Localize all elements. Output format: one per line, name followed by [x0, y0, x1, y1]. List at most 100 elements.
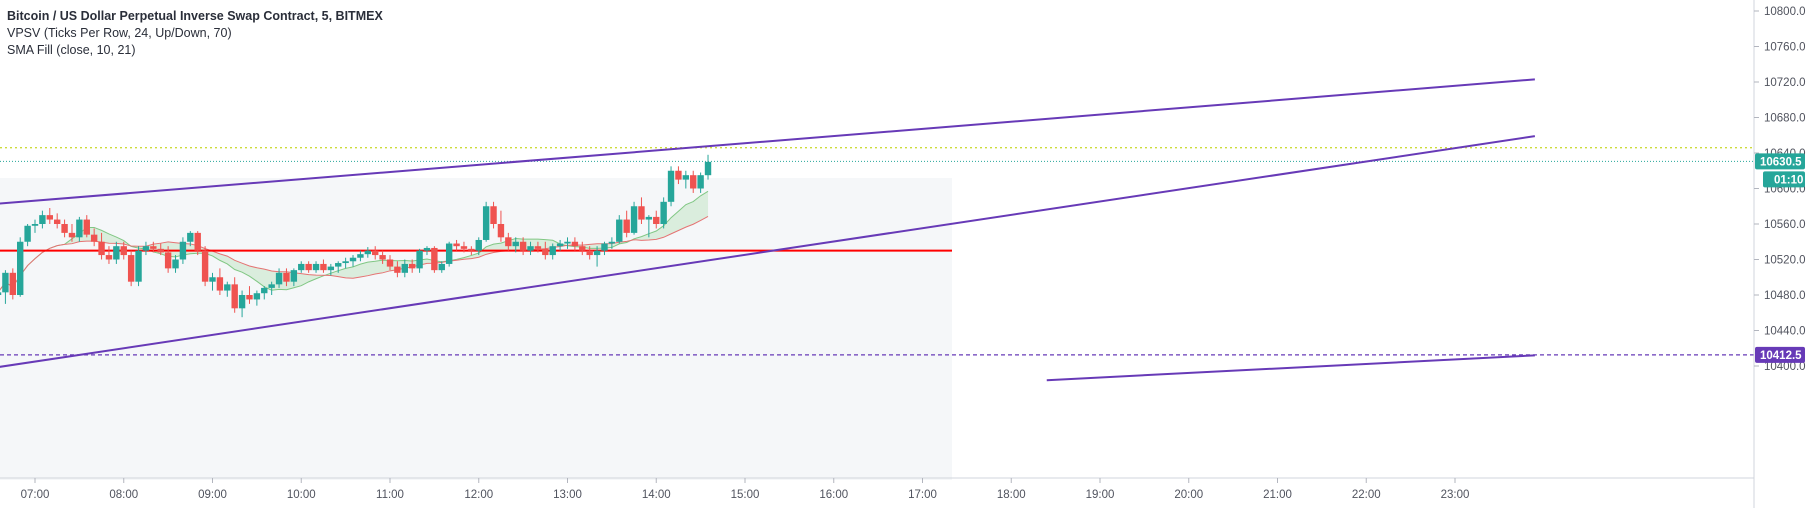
candle-down[interactable] — [98, 232, 105, 260]
candle-down[interactable] — [497, 210, 505, 242]
candle-up[interactable] — [630, 201, 638, 235]
candle-up[interactable] — [142, 241, 150, 256]
candle-up[interactable] — [253, 290, 261, 306]
candle-up[interactable] — [261, 286, 268, 300]
candle-down[interactable] — [194, 231, 201, 256]
candle-up[interactable] — [209, 272, 216, 291]
candle-up[interactable] — [556, 239, 564, 251]
candle-up[interactable] — [593, 246, 601, 267]
candle-up[interactable] — [187, 231, 194, 247]
candle-up[interactable] — [364, 247, 372, 258]
candle-up[interactable] — [327, 263, 335, 276]
candle-up[interactable] — [357, 250, 364, 262]
candle-down[interactable] — [579, 241, 586, 256]
candle-up[interactable] — [527, 241, 534, 256]
price-axis[interactable]: 10800.010760.010720.010680.010640.010600… — [1754, 6, 1806, 373]
candle-up[interactable] — [17, 237, 24, 297]
candle-up[interactable] — [645, 215, 653, 238]
candle-down[interactable] — [46, 208, 53, 224]
candle-down[interactable] — [246, 286, 253, 304]
candle-down[interactable] — [372, 246, 379, 260]
candle-down[interactable] — [379, 250, 386, 264]
candle-up[interactable] — [172, 255, 179, 273]
candle-down[interactable] — [431, 246, 438, 273]
candle-down[interactable] — [53, 213, 61, 229]
candle-up[interactable] — [704, 154, 712, 180]
candle-down[interactable] — [394, 261, 401, 278]
candle-up[interactable] — [445, 241, 453, 267]
candle-down[interactable] — [690, 170, 697, 193]
candle-up[interactable] — [416, 248, 423, 273]
candle-up[interactable] — [290, 268, 298, 287]
candle-down[interactable] — [68, 224, 76, 242]
candle-down[interactable] — [653, 210, 660, 229]
candle-up[interactable] — [268, 281, 275, 295]
candle-up[interactable] — [238, 290, 246, 318]
candle-up[interactable] — [113, 241, 120, 264]
candle-down[interactable] — [675, 166, 682, 185]
candle-up[interactable] — [601, 241, 608, 256]
candle-up[interactable] — [401, 259, 408, 278]
candle-down[interactable] — [231, 277, 238, 313]
candle-down[interactable] — [490, 201, 497, 229]
candle-down[interactable] — [519, 237, 527, 256]
candle-up[interactable] — [275, 268, 283, 288]
candle-up[interactable] — [549, 243, 556, 260]
candle-up[interactable] — [335, 261, 342, 273]
candle-up[interactable] — [564, 237, 571, 249]
candle-up[interactable] — [349, 255, 357, 267]
candle-up[interactable] — [0, 286, 2, 299]
candle-down[interactable] — [90, 228, 98, 247]
candle-down[interactable] — [638, 197, 645, 224]
time-axis[interactable]: 07:00 08:00 09:00 10:00 11:00 12:00 13:00 14:00… — [21, 478, 1470, 501]
candle-down[interactable] — [305, 261, 312, 273]
candle-down[interactable] — [216, 268, 224, 295]
symbol-title[interactable]: Bitcoin / US Dollar Perpetual Inverse Sw… — [7, 9, 383, 23]
candle-down[interactable] — [623, 210, 630, 238]
candle-down[interactable] — [9, 268, 17, 300]
candle-down[interactable] — [105, 246, 113, 264]
candle-up[interactable] — [24, 224, 31, 247]
candle-down[interactable] — [61, 219, 68, 238]
middle-channel-trendline[interactable] — [0, 135, 1536, 368]
candle-down[interactable] — [150, 241, 157, 253]
candle-up[interactable] — [608, 237, 616, 249]
candle-down[interactable] — [283, 268, 290, 287]
candle-down[interactable] — [164, 246, 172, 273]
candle-down[interactable] — [157, 243, 164, 256]
candle-up[interactable] — [512, 237, 519, 253]
candle-up[interactable] — [39, 210, 46, 229]
candle-up[interactable] — [475, 237, 482, 256]
candle-down[interactable] — [120, 241, 127, 260]
candle-down[interactable] — [534, 241, 542, 253]
candle-up[interactable] — [135, 246, 142, 287]
upper-channel-trendline[interactable] — [0, 78, 1535, 205]
candle-up[interactable] — [660, 197, 667, 229]
candle-up[interactable] — [31, 219, 39, 233]
candle-down[interactable] — [586, 246, 593, 260]
candle-up[interactable] — [312, 261, 320, 273]
candle-up[interactable] — [2, 270, 9, 304]
vpsv-indicator-label[interactable]: VPSV (Ticks Per Row, 24, Up/Down, 70) — [7, 26, 232, 40]
candle-down[interactable] — [460, 241, 468, 253]
candle-down[interactable] — [571, 237, 579, 251]
candle-up[interactable] — [179, 237, 187, 264]
candle-down[interactable] — [505, 232, 512, 251]
candle-down[interactable] — [408, 259, 416, 273]
candle-up[interactable] — [682, 170, 690, 189]
candle-down[interactable] — [83, 215, 90, 238]
candle-up[interactable] — [76, 216, 83, 242]
candle-down[interactable] — [386, 255, 394, 271]
sma-fill-indicator-label[interactable]: SMA Fill (close, 10, 21) — [7, 43, 136, 57]
candle-up[interactable] — [438, 261, 445, 273]
candles-layer[interactable] — [0, 154, 712, 318]
candle-up[interactable] — [482, 201, 490, 242]
candle-up[interactable] — [423, 246, 431, 256]
candle-up[interactable] — [616, 215, 623, 244]
candle-up[interactable] — [342, 257, 349, 269]
candle-down[interactable] — [201, 246, 209, 287]
candle-up[interactable] — [224, 281, 231, 297]
candle-up[interactable] — [667, 166, 675, 207]
candle-down[interactable] — [127, 250, 135, 287]
